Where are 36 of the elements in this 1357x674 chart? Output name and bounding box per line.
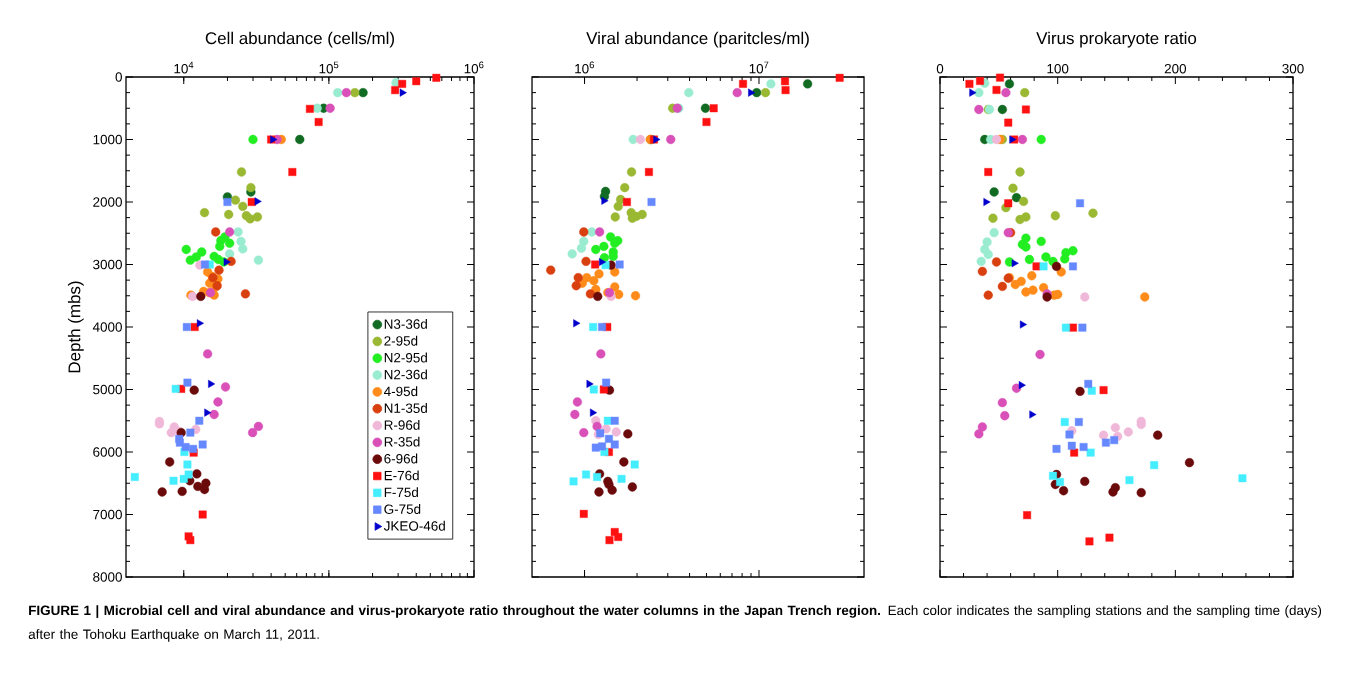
legend-label: 4-95d [384, 386, 418, 397]
legend-label: N1-35d [384, 403, 427, 413]
y-tick-label: 5000 [93, 384, 122, 395]
x-tick-label: 10$^{6}$ [464, 61, 484, 74]
legend-label: F-75d [384, 487, 418, 498]
x-tick-label: 0 [936, 63, 944, 74]
legend-label: N3-36d [384, 318, 427, 329]
legend-label: G-75d [384, 504, 421, 514]
legend-label: R-35d [384, 436, 420, 447]
y-tick-label: 2000 [93, 197, 122, 207]
y-axis-title: Depth (mbs) [67, 281, 84, 373]
y-tick-label: 6000 [93, 447, 122, 457]
legend-label: JKEO-46d [383, 520, 445, 531]
x-tick-label: 10$^{5}$ [319, 61, 339, 74]
y-tick-label: 7000 [93, 509, 122, 520]
y-tick-label: 0 [115, 72, 122, 82]
legend-label: E-76d [384, 470, 419, 481]
x-tick-label: 200 [1164, 63, 1187, 74]
legend-label: 2-95d [384, 335, 418, 346]
chart-title: Cell abundance (cells/ml) [205, 31, 394, 48]
y-tick-label: 4000 [92, 322, 122, 332]
chart-title: Viral abundance (paritcles/ml) [586, 31, 809, 48]
chart-title: Virus prokaryote ratio [1036, 31, 1197, 48]
x-tick-label: 100 [1047, 63, 1069, 74]
legend-label: N2-95d [384, 352, 427, 363]
x-tick-label: 10$^{6}$ [575, 61, 594, 74]
y-tick-label: 3000 [93, 259, 122, 270]
y-tick-label: 8000 [93, 572, 122, 582]
x-tick-label: 10$^{4}$ [174, 61, 194, 74]
legend-label: N2-36d [384, 369, 427, 380]
legend-label: R-96d [384, 419, 420, 430]
text: FIGURE 1 | Microbial cell and viral abundance and virus-prokaryote ratio throughout the water columns in the Japan Trench region. Each color indicates the sampling stations and the sampling time (days) after the Tohoku Earthquake on March 11, 2011. [28, 605, 1322, 642]
y-tick-label: 1000 [93, 134, 122, 145]
x-tick-label: 10$^{7}$ [749, 61, 769, 74]
x-tick-label: 300 [1282, 63, 1304, 74]
legend-label: 6-96d [384, 453, 418, 464]
